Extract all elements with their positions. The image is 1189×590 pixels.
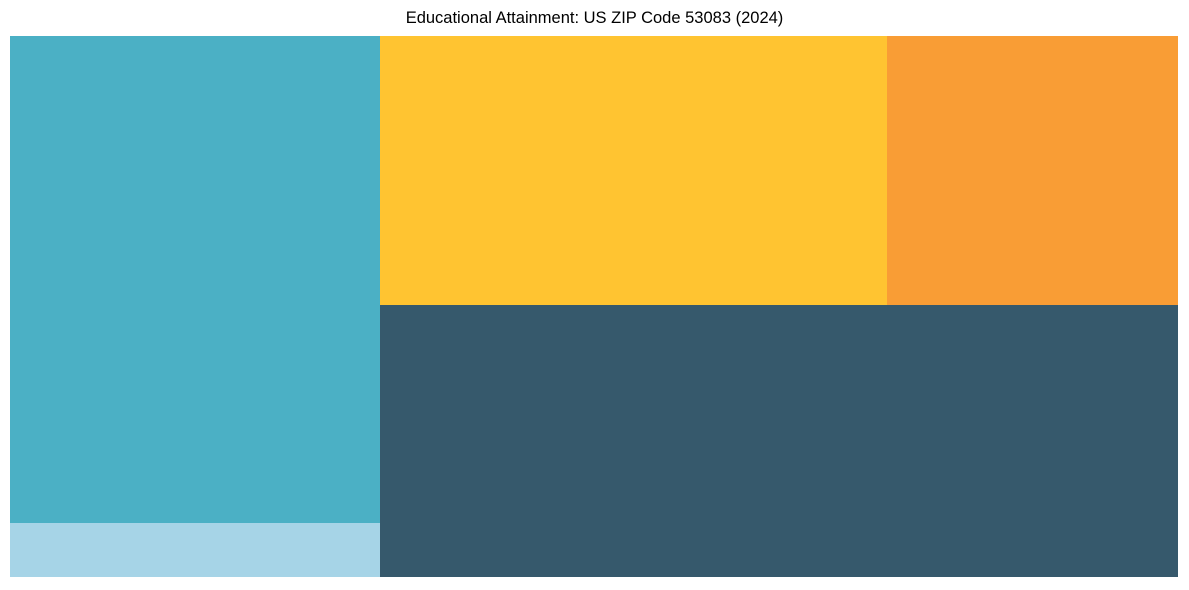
treemap-tile-light-blue-segment[interactable]: [10, 523, 380, 577]
treemap-tile-dark-slate-segment[interactable]: [380, 305, 1178, 577]
treemap-tile-teal-segment[interactable]: [10, 36, 380, 523]
treemap-tile-yellow-segment[interactable]: [380, 36, 887, 305]
treemap-plot-area: [10, 36, 1178, 577]
treemap-tile-orange-segment[interactable]: [887, 36, 1178, 305]
chart-title: Educational Attainment: US ZIP Code 5308…: [405, 9, 784, 27]
